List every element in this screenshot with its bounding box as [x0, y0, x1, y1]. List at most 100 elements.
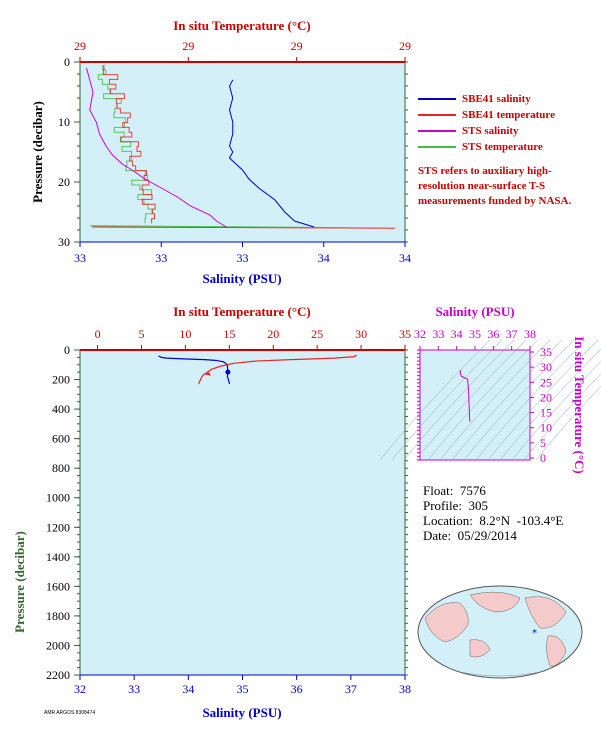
inset-temp-tick-label: 25 [540, 375, 552, 389]
top-sal-tick-label: 33 [155, 251, 167, 265]
inset-temp-tick-label: 15 [540, 406, 552, 420]
top-sal-axis-label: Salinity (PSU) [202, 271, 281, 286]
bottom-sal-tick-label: 38 [399, 682, 411, 696]
footer-code: AMR ARGOS 8308474 [44, 710, 96, 716]
inset-temp-tick-label: 20 [540, 390, 552, 404]
top-temp-axis-label: In situ Temperature (°C) [173, 18, 311, 33]
legend: SBE41 salinity SBE41 temperature STS sal… [418, 91, 555, 155]
top-temp-tick-label: 29 [74, 39, 86, 53]
profile-date: Date: 05/29/2014 [423, 528, 517, 543]
bottom-pressure-tick-label: 1600 [46, 579, 70, 593]
bottom-temp-axis-label: In situ Temperature (°C) [173, 304, 311, 319]
bottom-temp-tick-label: 20 [267, 327, 279, 341]
legend-swatch-sbe41-temperature [418, 114, 456, 116]
bottom-sal-axis-label: Salinity (PSU) [202, 705, 281, 720]
inset-sal-tick-label: 34 [451, 327, 463, 341]
inset-density-contour [463, 339, 575, 461]
top-temp-tick-label: 29 [291, 39, 303, 53]
bottom-sal-tick-label: 37 [345, 682, 357, 696]
top-series-sts-temperature [97, 65, 153, 224]
bottom-plot-area [79, 349, 406, 676]
bottom-temp-tick-label: 0 [95, 327, 101, 341]
inset-density-contour [535, 385, 601, 461]
bottom-pressure-tick-label: 800 [52, 461, 70, 475]
bottom-temp-tick-label: 10 [179, 327, 191, 341]
bottom-pressure-tick-label: 200 [52, 373, 70, 387]
top-temp-spike-green [89, 225, 346, 229]
inset-density-contour [427, 339, 539, 461]
bottom-sal-tick-label: 34 [182, 682, 194, 696]
float-location-marker: * [532, 628, 537, 639]
legend-swatch-sts-temperature [418, 146, 456, 148]
top-series-sbe41-salinity [228, 79, 315, 228]
top-sal-tick-label: 34 [318, 251, 330, 265]
inset-density-contour [487, 339, 599, 461]
bottom-sal-tick-label: 33 [128, 682, 140, 696]
bottom-pressure-tick-label: 1000 [46, 491, 70, 505]
inset-density-contour [511, 360, 601, 461]
world-map: * [417, 585, 583, 679]
float-number: Float: 7576 [423, 483, 486, 498]
bottom-temp-marker [204, 372, 211, 376]
top-series-sbe41-temperature [102, 65, 156, 224]
inset-sal-tick-label: 35 [469, 327, 481, 341]
inset-sal-tick-label: 36 [487, 327, 499, 341]
bottom-temp-tick-label: 5 [138, 327, 144, 341]
inset-density-contour [439, 339, 551, 461]
inset-temp-tick-label: 0 [540, 451, 546, 465]
inset-temp-tick-label: 10 [540, 421, 552, 435]
inset-density-contour [499, 348, 601, 461]
inset-density-contour [415, 339, 527, 461]
float-location: Location: 8.2°N -103.4°E [423, 513, 564, 528]
inset-density-contour [403, 339, 515, 461]
bottom-series-salinity [158, 355, 231, 385]
bottom-pressure-tick-label: 600 [52, 432, 70, 446]
inset-sal-axis-label: Salinity (PSU) [435, 304, 514, 319]
top-temp-tick-label: 29 [399, 39, 411, 53]
inset-density-contour [523, 373, 601, 461]
top-temp-tick-label: 29 [182, 39, 194, 53]
top-pressure-tick-label: 30 [58, 235, 70, 249]
inset-sal-tick-label: 38 [524, 327, 536, 341]
bottom-pressure-tick-label: 2200 [46, 668, 70, 682]
float-info: Float: 7576 Profile: 305 Location: 8.2°N… [423, 483, 563, 543]
legend-swatch-sts-salinity [418, 130, 456, 132]
top-pressure-tick-label: 10 [58, 115, 70, 129]
bottom-pressure-tick-label: 1200 [46, 520, 70, 534]
top-series-sts-salinity [86, 67, 227, 228]
sts-note: STS refers to auxiliary high-resolution … [418, 165, 572, 207]
profile-number: Profile: 305 [423, 498, 488, 513]
top-pressure-axis-label: Pressure (decibar) [30, 101, 45, 203]
inset-density-contour [475, 339, 587, 461]
bottom-temp-tick-label: 25 [311, 327, 323, 341]
bottom-pressure-axis-label: Pressure (decibar) [12, 531, 27, 633]
bottom-sal-tick-label: 36 [291, 682, 303, 696]
bottom-pressure-tick-label: 400 [52, 402, 70, 416]
bottom-sal-tick-label: 35 [237, 682, 249, 696]
top-sal-tick-label: 34 [399, 251, 411, 265]
inset-ts-curve [459, 370, 471, 422]
bottom-temp-tick-label: 30 [355, 327, 367, 341]
top-pressure-tick-label: 20 [58, 175, 70, 189]
legend-label-sts-salinity: STS salinity [462, 125, 519, 137]
inset-temp-axis-label: In situ Temperature (°C) [572, 336, 587, 474]
bottom-sal-marker [225, 369, 231, 375]
inset-sal-tick-label: 33 [432, 327, 444, 341]
inset-sal-tick-label: 32 [414, 327, 426, 341]
top-pressure-tick-label: 0 [64, 55, 70, 69]
bottom-pressure-tick-label: 1800 [46, 609, 70, 623]
bottom-pressure-tick-label: 1400 [46, 550, 70, 564]
top-sal-tick-label: 33 [74, 251, 86, 265]
bottom-pressure-tick-label: 2000 [46, 638, 70, 652]
top-sal-tick-label: 33 [237, 251, 249, 265]
inset-temp-tick-label: 5 [540, 436, 546, 450]
bottom-temp-tick-label: 15 [223, 327, 235, 341]
inset-temp-tick-label: 30 [540, 360, 552, 374]
bottom-pressure-tick-label: 0 [64, 343, 70, 357]
bottom-temp-tick-label: 35 [399, 327, 411, 341]
inset-temp-tick-label: 35 [540, 345, 552, 359]
inset-density-contour [391, 339, 503, 461]
bottom-sal-tick-label: 32 [74, 682, 86, 696]
inset-density-contour [451, 339, 563, 461]
